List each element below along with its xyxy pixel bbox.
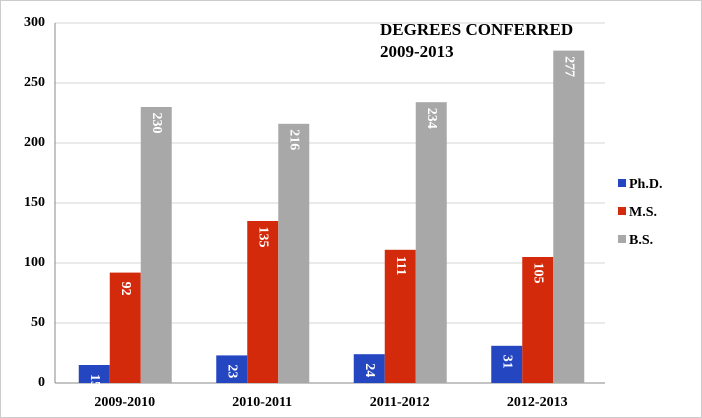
y-tick-label: 300 [24,15,45,30]
bar [247,221,279,383]
x-tick-label: 2012-2013 [507,395,568,410]
legend-swatch [618,207,626,215]
legend-label: M.S. [629,205,657,220]
x-tick-label: 2011-2012 [370,395,430,410]
bar [384,249,416,383]
data-label: 135 [256,227,271,248]
bar [415,102,447,383]
data-label: 111 [393,256,408,275]
data-label: 234 [424,108,439,129]
x-tick-label: 2009-2010 [94,395,155,410]
data-label: 92 [118,282,133,296]
chart-title: DEGREES CONFERRED [380,20,573,39]
data-label: 105 [531,263,546,284]
data-label: 230 [149,113,164,134]
bar [491,345,523,383]
data-label: 277 [562,56,577,77]
bar [78,365,110,383]
y-tick-label: 150 [24,195,45,210]
data-label: 15 [87,374,102,388]
bar [278,123,310,384]
data-label: 31 [500,355,515,369]
bar [140,107,172,383]
chart-subtitle: 2009-2013 [380,42,454,61]
y-tick-label: 50 [31,315,45,330]
bar [216,355,248,383]
x-tick-label: 2010-2011 [232,395,292,410]
y-tick-label: 100 [24,255,45,270]
y-tick-label: 0 [38,375,45,390]
y-tick-label: 200 [24,135,45,150]
legend-label: B.S. [629,233,653,248]
bar [109,272,141,383]
bar [522,257,554,383]
y-tick-label: 250 [24,75,45,90]
legend-label: Ph.D. [629,177,662,192]
data-label: 216 [287,129,302,150]
bar [553,50,585,383]
data-label: 23 [225,364,240,378]
legend-swatch [618,235,626,243]
data-label: 24 [362,363,377,377]
bar [353,354,385,383]
legend-swatch [618,179,626,187]
